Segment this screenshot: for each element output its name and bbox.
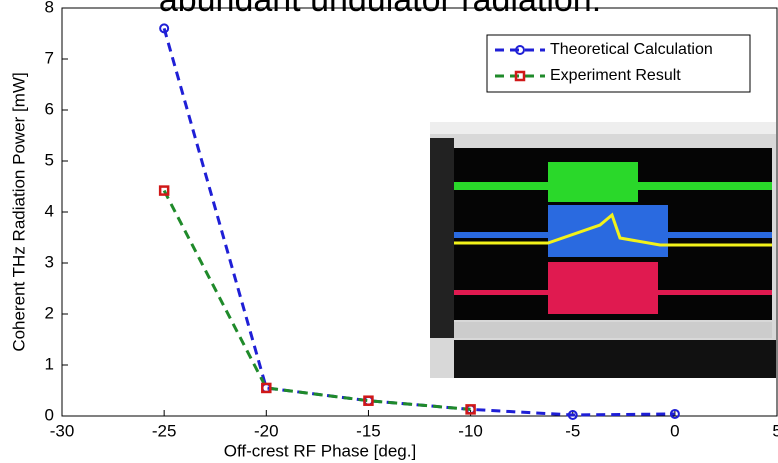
x-tick-label: -20 (254, 421, 279, 440)
y-tick-label: 2 (45, 303, 54, 322)
y-tick-label: 1 (45, 354, 54, 373)
legend: Theoretical Calculation Experiment Result (486, 34, 751, 93)
x-axis-label: Off-crest RF Phase [deg.] (224, 441, 416, 460)
y-axis-label: Coherent THz Radiation Power [mW] (9, 72, 28, 351)
data-point (158, 185, 170, 196)
x-tick-label: 5 (772, 421, 778, 440)
data-point (159, 23, 170, 34)
legend-box (486, 34, 751, 93)
x-tick-label: -5 (565, 421, 580, 440)
oscilloscope-inset (430, 122, 776, 378)
legend-marker (514, 70, 526, 82)
y-tick-label: 3 (45, 252, 54, 271)
x-tick-label: -30 (50, 421, 75, 440)
data-point (669, 408, 680, 419)
x-tick-label: -25 (152, 421, 177, 440)
data-point (261, 382, 272, 394)
data-point (567, 409, 578, 420)
legend-label: Theoretical Calculation (550, 41, 713, 58)
y-tick-label: 6 (45, 99, 54, 118)
y-tick-label: 7 (45, 48, 54, 67)
x-tick-label: -10 (458, 421, 483, 440)
legend-marker (515, 45, 525, 55)
caption: abundant undulator radiation. (159, 0, 601, 19)
y-tick-label: 8 (45, 0, 54, 16)
y-tick-label: 4 (45, 201, 54, 220)
data-point (363, 395, 374, 406)
data-point (465, 404, 476, 415)
x-tick-label: 0 (670, 421, 679, 440)
y-tick-label: 0 (45, 405, 54, 424)
series-line (162, 189, 471, 411)
y-tick-label: 5 (45, 150, 54, 169)
x-tick-label: -15 (356, 421, 381, 440)
legend-label: Experiment Result (550, 67, 681, 84)
